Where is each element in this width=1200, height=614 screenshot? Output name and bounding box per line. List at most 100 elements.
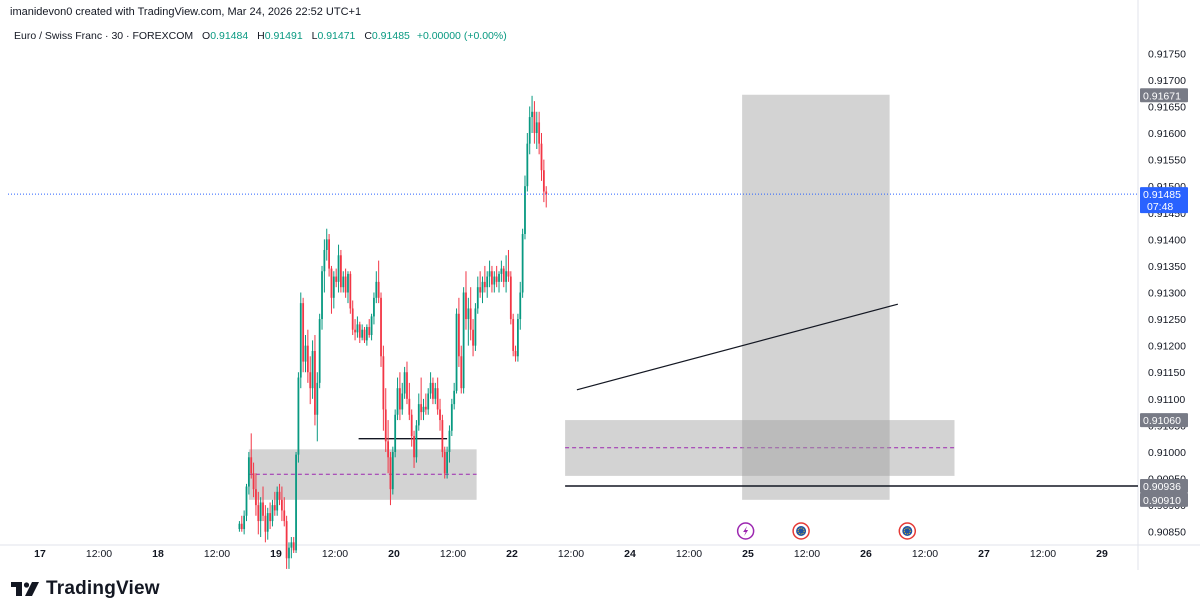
y-tick-label-0: 0.91750 xyxy=(1148,48,1186,60)
candle-body-87 xyxy=(443,451,446,474)
candle-body-48 xyxy=(351,308,354,330)
candle-body-24 xyxy=(295,454,297,551)
candle-body-3 xyxy=(245,486,248,516)
candle-body-104 xyxy=(483,281,486,288)
candle-body-92 xyxy=(455,313,458,391)
flag-glyph-2 xyxy=(902,526,913,536)
price-chart[interactable]: 0.917500.917000.916500.916000.915500.915… xyxy=(0,0,1200,570)
x-tick-label-18: 29 xyxy=(1096,548,1108,560)
price-tag-2: 0.90936 xyxy=(1143,481,1181,493)
candle-body-25 xyxy=(297,377,300,455)
candle-body-118 xyxy=(517,319,519,357)
candle-body-82 xyxy=(432,382,434,399)
candle-body-130 xyxy=(545,191,548,195)
candle-body-46 xyxy=(347,273,349,293)
candle-body-28 xyxy=(304,345,307,362)
candle-body-63 xyxy=(387,441,389,458)
candle-body-84 xyxy=(436,388,439,410)
y-tick-label-3: 0.91600 xyxy=(1148,128,1186,140)
candle-body-39 xyxy=(330,268,333,298)
x-tick-label-15: 12:00 xyxy=(912,548,938,560)
candle-body-101 xyxy=(476,287,479,309)
current-price-tag-bg xyxy=(1140,187,1188,214)
candle-body-44 xyxy=(342,276,345,288)
candle-body-4 xyxy=(247,457,250,487)
current-price-label: 0.91485 xyxy=(1143,189,1181,201)
countdown-label: 07:48 xyxy=(1147,201,1173,213)
candle-body-126 xyxy=(535,122,538,134)
candle-body-91 xyxy=(453,390,456,405)
x-tick-label-4: 19 xyxy=(270,548,282,560)
candle-body-12 xyxy=(266,513,269,532)
candle-body-88 xyxy=(446,451,448,474)
close-label: C xyxy=(364,30,372,42)
high-label: H xyxy=(257,30,265,42)
y-tick-label-15: 0.91000 xyxy=(1148,447,1186,459)
candle-body-78 xyxy=(422,406,425,413)
candle-body-53 xyxy=(363,329,366,341)
candle-body-106 xyxy=(488,271,491,277)
candle-body-86 xyxy=(441,420,444,452)
candle-body-18 xyxy=(281,499,283,511)
candle-body-98 xyxy=(469,308,472,330)
candle-body-83 xyxy=(434,388,437,399)
candle-body-116 xyxy=(512,319,515,351)
candle-body-6 xyxy=(252,473,255,490)
candle-body-2 xyxy=(243,515,246,530)
candle-body-10 xyxy=(262,502,264,516)
candle-body-30 xyxy=(309,372,312,389)
candle-body-32 xyxy=(314,350,316,415)
candle-body-77 xyxy=(420,404,423,413)
y-tick-label-2: 0.91650 xyxy=(1148,101,1186,113)
candle-body-70 xyxy=(403,372,406,394)
price-tag-bg-0 xyxy=(1140,88,1188,103)
candle-body-97 xyxy=(467,308,470,320)
candle-body-34 xyxy=(318,319,321,383)
candle-body-7 xyxy=(255,489,257,506)
candle-body-37 xyxy=(325,239,328,250)
zone-rect-2 xyxy=(742,94,890,500)
flag-glyph-1 xyxy=(796,526,807,536)
candle-body-58 xyxy=(375,281,378,298)
x-tick-label-7: 12:00 xyxy=(440,548,466,560)
candle-body-69 xyxy=(401,393,404,410)
flag-stars-1 xyxy=(797,527,805,535)
candle-body-102 xyxy=(479,287,482,293)
drawn-line-1[interactable] xyxy=(576,303,899,391)
low-label: L xyxy=(311,30,318,42)
candle-body-55 xyxy=(368,327,371,336)
candle-body-29 xyxy=(306,345,309,373)
y-tick-label-13: 0.91100 xyxy=(1148,394,1185,406)
candle-body-127 xyxy=(538,122,541,144)
symbol-name[interactable]: Euro / Swiss Franc · 30 · FOREXCOM xyxy=(14,30,194,42)
candle-body-16 xyxy=(276,491,279,511)
x-tick-label-11: 12:00 xyxy=(676,548,702,560)
candle-body-8 xyxy=(257,505,260,522)
candle-body-57 xyxy=(373,297,375,317)
y-tick-label-1: 0.91700 xyxy=(1148,75,1186,87)
candle-body-100 xyxy=(474,308,477,346)
x-tick-label-13: 12:00 xyxy=(794,548,820,560)
candle-body-14 xyxy=(271,505,274,522)
lightning-glyph-0 xyxy=(743,526,749,536)
open-value: 0.91484 xyxy=(210,30,249,42)
x-tick-label-16: 27 xyxy=(978,548,990,560)
candle-body-103 xyxy=(481,281,484,293)
brand-logo: TradingView xyxy=(10,578,160,600)
candle-body-47 xyxy=(349,273,352,309)
candle-body-13 xyxy=(269,513,271,522)
candle-body-21 xyxy=(288,547,290,559)
high-value: 0.91491 xyxy=(264,30,303,42)
candle-body-40 xyxy=(332,276,335,298)
price-tag-bg-2 xyxy=(1140,478,1188,493)
y-tick-label-8: 0.91350 xyxy=(1148,261,1186,273)
candle-body-124 xyxy=(531,111,533,118)
candle-body-43 xyxy=(340,255,342,288)
candle-body-115 xyxy=(509,276,512,320)
candle-body-0 xyxy=(238,523,241,530)
x-tick-label-8: 22 xyxy=(506,548,518,560)
candle-body-31 xyxy=(311,350,314,389)
x-tick-label-3: 12:00 xyxy=(204,548,230,560)
candle-body-11 xyxy=(264,515,267,532)
candle-body-1 xyxy=(240,523,243,530)
